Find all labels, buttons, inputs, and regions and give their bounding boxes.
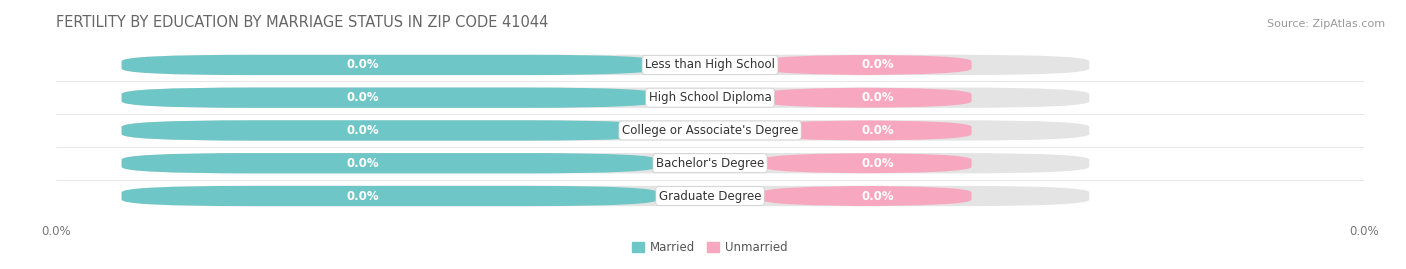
Text: College or Associate's Degree: College or Associate's Degree — [621, 124, 799, 137]
FancyBboxPatch shape — [122, 87, 658, 108]
Text: Less than High School: Less than High School — [645, 58, 775, 72]
Text: 0.0%: 0.0% — [860, 58, 894, 72]
Text: Graduate Degree: Graduate Degree — [659, 189, 761, 203]
FancyBboxPatch shape — [122, 55, 1090, 75]
Text: 0.0%: 0.0% — [860, 91, 894, 104]
FancyBboxPatch shape — [762, 120, 972, 141]
Text: 0.0%: 0.0% — [346, 91, 380, 104]
FancyBboxPatch shape — [122, 186, 1090, 206]
FancyBboxPatch shape — [122, 87, 1090, 108]
FancyBboxPatch shape — [762, 186, 972, 206]
Legend: Married, Unmarried: Married, Unmarried — [633, 241, 787, 254]
Text: 0.0%: 0.0% — [346, 189, 380, 203]
FancyBboxPatch shape — [122, 153, 1090, 174]
Text: 0.0%: 0.0% — [860, 157, 894, 170]
Text: 0.0%: 0.0% — [860, 189, 894, 203]
Text: 0.0%: 0.0% — [346, 157, 380, 170]
FancyBboxPatch shape — [122, 120, 658, 141]
FancyBboxPatch shape — [762, 87, 972, 108]
Text: High School Diploma: High School Diploma — [648, 91, 772, 104]
FancyBboxPatch shape — [122, 120, 1090, 141]
Text: Bachelor's Degree: Bachelor's Degree — [657, 157, 763, 170]
Text: Source: ZipAtlas.com: Source: ZipAtlas.com — [1267, 19, 1385, 29]
FancyBboxPatch shape — [122, 153, 658, 174]
FancyBboxPatch shape — [122, 55, 658, 75]
FancyBboxPatch shape — [762, 55, 972, 75]
Text: 0.0%: 0.0% — [346, 124, 380, 137]
Text: FERTILITY BY EDUCATION BY MARRIAGE STATUS IN ZIP CODE 41044: FERTILITY BY EDUCATION BY MARRIAGE STATU… — [56, 15, 548, 30]
Text: 0.0%: 0.0% — [346, 58, 380, 72]
Text: 0.0%: 0.0% — [860, 124, 894, 137]
FancyBboxPatch shape — [762, 153, 972, 174]
FancyBboxPatch shape — [122, 186, 658, 206]
